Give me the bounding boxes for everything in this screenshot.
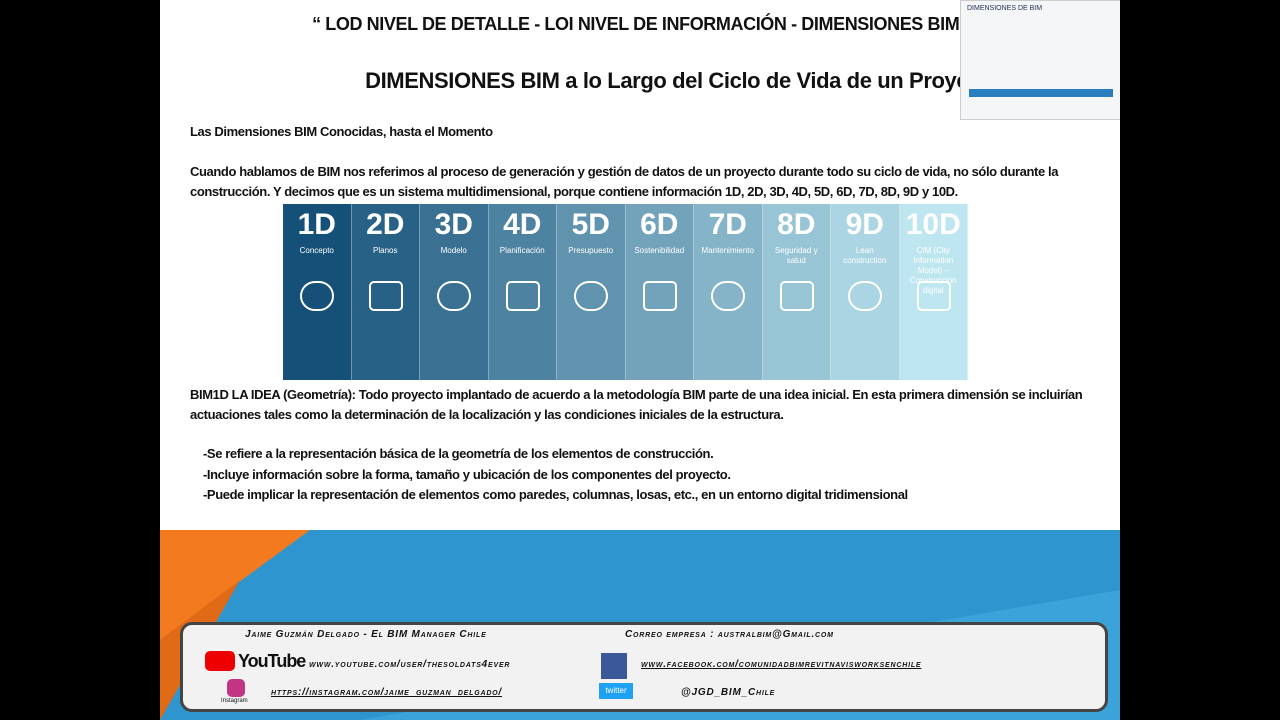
dimension-name: Concepto [299, 246, 334, 255]
title: “ LOD NIVEL DE DETALLE - LOI NIVEL DE IN… [312, 14, 968, 34]
instagram-logo: Instagram [221, 698, 248, 704]
heading: Las Dimensiones BIM Conocidas, hasta el … [190, 124, 493, 139]
dimension-label: 10D [905, 208, 961, 241]
dimension-name: Sostenibilidad [634, 246, 685, 255]
footer-box: Jaime Guzmán Delgado - El BIM Manager Ch… [180, 622, 1108, 712]
dimension-label: 3D [434, 208, 473, 241]
bullet: -Se refiere a la representación básica d… [203, 446, 714, 461]
dimension-card: 9D Lean construction [831, 204, 900, 380]
dimension-name: Planificación [499, 246, 545, 255]
dimension-name: Planos [373, 246, 398, 255]
dimension-card: 4D Planificación [488, 204, 557, 380]
dimension-name: Presupuesto [568, 246, 614, 255]
author: Jaime Guzmán Delgado - El BIM Manager Ch… [245, 629, 487, 640]
thumbnail-title: DIMENSIONES DE BIM [967, 5, 1043, 12]
dimension-label: 7D [708, 208, 747, 241]
dimension-card: 2D Planos [351, 204, 420, 380]
instagram-link[interactable]: https://instagram.com/jaime_guzman_delga… [271, 687, 502, 698]
dimension-card: 5D Presupuesto [557, 204, 626, 380]
dimension-label: 5D [571, 208, 610, 241]
paragraph: BIM1D LA IDEA (Geometría): Todo proyecto… [190, 387, 1083, 422]
bullet: -Incluye información sobre la forma, tam… [203, 466, 731, 482]
dimension-icon [642, 281, 677, 311]
dimension-name: CIM (City Information Model) – Construcc… [909, 246, 957, 295]
facebook-link[interactable]: www.facebook.com/comunidadbimrevitnavisw… [641, 659, 922, 670]
slide: “ LOD NIVEL DE DETALLE - LOI NIVEL DE IN… [160, 0, 1120, 720]
dimension-icon [300, 281, 334, 311]
dimension-card: 3D Modelo [420, 204, 489, 380]
dimension-label: 8D [777, 208, 816, 241]
bullet: -Puede implicar la representación de ele… [203, 487, 908, 502]
dimension-card: 1D Concepto [283, 204, 352, 380]
dimension-strip: 1D Concepto 2D Planos 3D Modelo 4D Planificació… [283, 204, 968, 380]
dimension-icon [574, 281, 608, 311]
dimension-label: 4D [503, 208, 542, 241]
intro: Cuando hablamos de BIM nos referimos al … [190, 164, 1059, 199]
dimension-icon [848, 281, 882, 311]
thumbnail: DIMENSIONES DE BIM [960, 0, 1120, 120]
twitter-logo: twitter [599, 683, 633, 699]
dimension-label: 9D [845, 208, 884, 241]
dimension-label: 6D [640, 208, 679, 241]
dimension-label: 2D [366, 208, 405, 241]
dimension-icon [916, 281, 951, 311]
twitter-handle[interactable]: @JGD_BIM_Chile [681, 687, 776, 698]
dimension-card: 8D Seguridad y salud [762, 204, 831, 380]
youtube-logo: YouTube [238, 651, 306, 671]
dimension-name: Lean construction [843, 246, 887, 265]
dimension-icon [711, 281, 745, 311]
dimension-name: Seguridad y salud [774, 246, 818, 265]
dimension-card: 7D Mantenimiento [694, 204, 763, 380]
instagram-icon [227, 679, 245, 697]
subtitle: DIMENSIONES BIM a lo Largo del Ciclo de … [365, 68, 1000, 93]
youtube-link[interactable]: www.youtube.com/user/thesoldats4ever [309, 659, 511, 670]
email: Correo empresa : australbim@Gmail.com [625, 629, 834, 640]
thumbnail-bar [969, 89, 1113, 97]
dimension-icon [505, 281, 540, 311]
dimension-name: Mantenimiento [701, 246, 754, 255]
facebook-icon [601, 653, 627, 679]
dimension-icon [368, 281, 403, 311]
dimension-icon [437, 281, 471, 311]
dimension-icon [779, 281, 814, 311]
dimension-label: 1D [297, 208, 336, 241]
bullet-list: -Se refiere a la representación básica d… [203, 444, 1083, 506]
dimension-card: 6D Sostenibilidad [625, 204, 694, 380]
youtube-icon [205, 651, 235, 671]
dimension-name: Modelo [440, 246, 467, 255]
dimension-card: 10D CIM (City Information Model) – Constr… [899, 204, 968, 380]
